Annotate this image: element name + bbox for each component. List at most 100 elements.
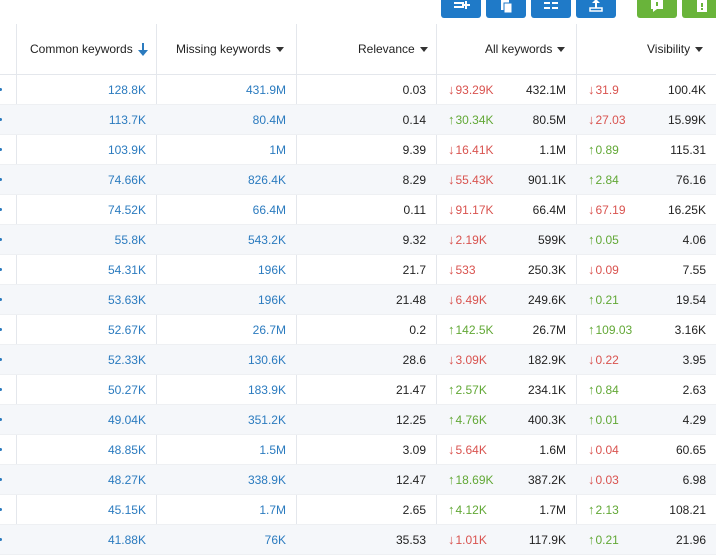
common-keywords-value[interactable]: 52.33K (107, 353, 146, 367)
all-keywords-value: 387.2K (527, 473, 566, 487)
common-keywords-value[interactable]: 52.67K (107, 323, 146, 337)
all-keywords-change: ↑2.57K (448, 375, 487, 405)
change-value: 142.5K (455, 323, 494, 337)
feedback-button[interactable] (637, 0, 677, 18)
arrow-up-icon: ↑ (448, 322, 455, 337)
row-marker (0, 478, 2, 481)
header-relevance[interactable]: Relevance (358, 24, 428, 74)
missing-keywords-value[interactable]: 66.4M (252, 203, 286, 217)
missing-keywords-value[interactable]: 26.7M (252, 323, 286, 337)
table-header: Common keywords Missing keywords Relevan… (0, 24, 716, 75)
table-row: 74.66K 826.4K 8.29 ↓55.43K 901.1K ↑2.84 76.16 (0, 165, 716, 195)
add-column-button[interactable] (441, 0, 481, 18)
missing-keywords-value[interactable]: 80.4M (252, 113, 286, 127)
missing-keywords-value[interactable]: 76K (264, 533, 286, 547)
change-value: 3.09K (455, 353, 487, 367)
missing-keywords-value[interactable]: 1.5M (259, 443, 286, 457)
all-keywords-change: ↓2.19K (448, 225, 487, 255)
arrow-down-icon: ↓ (448, 82, 455, 97)
export-button[interactable] (576, 0, 616, 18)
help-button[interactable] (682, 0, 716, 18)
all-keywords-value: 234.1K (527, 383, 566, 397)
common-keywords-value[interactable]: 128.8K (107, 83, 146, 97)
row-marker (0, 268, 2, 271)
visibility-change: ↓0.22 (588, 345, 619, 375)
missing-keywords-value[interactable]: 196K (257, 263, 286, 277)
common-keywords-value[interactable]: 48.27K (107, 473, 146, 487)
visibility-value: 4.06 (682, 233, 706, 247)
copy-button[interactable] (486, 0, 526, 18)
missing-keywords-value[interactable]: 431.9M (245, 83, 286, 97)
common-keywords-value[interactable]: 54.31K (107, 263, 146, 277)
change-value: 93.29K (455, 83, 494, 97)
common-keywords-value[interactable]: 53.63K (107, 293, 146, 307)
common-keywords-value[interactable]: 45.15K (107, 503, 146, 517)
relevance-value: 28.6 (402, 353, 426, 367)
change-value: 55.43K (455, 173, 494, 187)
row-marker (0, 118, 2, 121)
arrow-up-icon: ↑ (448, 412, 455, 427)
relevance-value: 0.14 (402, 113, 426, 127)
all-keywords-value: 1.7M (539, 503, 566, 517)
arrow-down-icon: ↓ (448, 232, 455, 247)
toolbar (0, 0, 716, 22)
visibility-value: 100.4K (667, 83, 706, 97)
visibility-value: 6.98 (682, 473, 706, 487)
common-keywords-value[interactable]: 49.04K (107, 413, 146, 427)
help-icon (697, 0, 707, 12)
common-keywords-value[interactable]: 74.66K (107, 173, 146, 187)
visibility-value: 15.99K (667, 113, 706, 127)
missing-keywords-value[interactable]: 130.6K (247, 353, 286, 367)
arrow-down-icon: ↓ (448, 142, 455, 157)
change-value: 0.22 (595, 353, 619, 367)
arrow-up-icon: ↑ (588, 532, 595, 547)
missing-keywords-value[interactable]: 338.9K (247, 473, 286, 487)
common-keywords-value[interactable]: 41.88K (107, 533, 146, 547)
relevance-value: 12.25 (395, 413, 426, 427)
common-keywords-value[interactable]: 55.8K (114, 233, 146, 247)
missing-keywords-value[interactable]: 1M (269, 143, 286, 157)
all-keywords-change: ↑4.76K (448, 405, 487, 435)
row-marker (0, 298, 2, 301)
header-all-keywords[interactable]: All keywords (485, 24, 566, 74)
all-keywords-change: ↑142.5K (448, 315, 494, 345)
change-value: 4.76K (455, 413, 487, 427)
missing-keywords-value[interactable]: 1.7M (259, 503, 286, 517)
visibility-value: 2.63 (682, 383, 706, 397)
common-keywords-value[interactable]: 74.52K (107, 203, 146, 217)
relevance-value: 2.65 (402, 503, 426, 517)
all-keywords-value: 80.5M (532, 113, 566, 127)
all-keywords-value: 26.7M (532, 323, 566, 337)
header-common-keywords[interactable]: Common keywords (30, 24, 149, 74)
relevance-value: 9.39 (402, 143, 426, 157)
caret-down-icon (275, 46, 284, 52)
all-keywords-change: ↑18.69K (448, 465, 494, 495)
common-keywords-value[interactable]: 50.27K (107, 383, 146, 397)
header-label: Visibility (647, 42, 691, 56)
common-keywords-value[interactable]: 103.9K (107, 143, 146, 157)
copy-icon (501, 0, 513, 13)
table-row: 41.88K 76K 35.53 ↓1.01K 117.9K ↑0.21 21.96 (0, 525, 716, 555)
relevance-value: 21.47 (395, 383, 426, 397)
change-value: 0.89 (595, 143, 619, 157)
all-keywords-change: ↓16.41K (448, 135, 494, 165)
missing-keywords-value[interactable]: 351.2K (247, 413, 286, 427)
caret-down-icon (419, 46, 428, 52)
missing-keywords-value[interactable]: 543.2K (247, 233, 286, 247)
missing-keywords-value[interactable]: 183.9K (247, 383, 286, 397)
row-marker (0, 88, 2, 91)
row-marker (0, 328, 2, 331)
header-visibility[interactable]: Visibility (647, 24, 704, 74)
header-missing-keywords[interactable]: Missing keywords (176, 24, 284, 74)
missing-keywords-value[interactable]: 826.4K (247, 173, 286, 187)
change-value: 2.84 (595, 173, 619, 187)
visibility-value: 4.29 (682, 413, 706, 427)
common-keywords-value[interactable]: 113.7K (108, 113, 146, 127)
visibility-value: 19.54 (675, 293, 706, 307)
arrow-down-icon: ↓ (448, 532, 455, 547)
columns-button[interactable] (531, 0, 571, 18)
common-keywords-value[interactable]: 48.85K (107, 443, 146, 457)
all-keywords-change: ↑30.34K (448, 105, 494, 135)
missing-keywords-value[interactable]: 196K (257, 293, 286, 307)
arrow-down-icon: ↓ (448, 202, 455, 217)
